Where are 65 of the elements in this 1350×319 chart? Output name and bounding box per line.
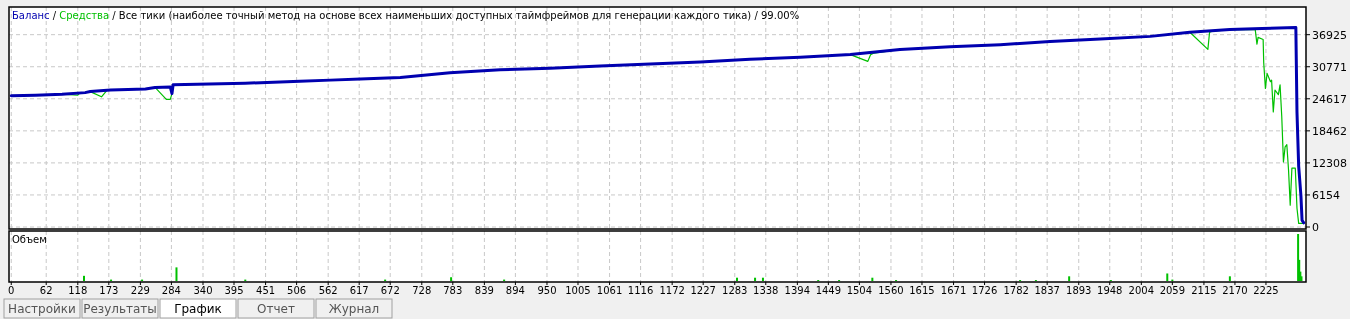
x-tick-label: 2115: [1191, 285, 1217, 296]
x-tick-label: 229: [130, 285, 150, 296]
x-tick-label: 1671: [940, 285, 967, 296]
x-tick-label: 617: [349, 285, 369, 296]
x-tick-label: 1948: [1097, 285, 1123, 296]
annotation: /: [109, 10, 119, 21]
y-tick-label: 36925: [1312, 28, 1347, 42]
x-tick-label: 1504: [846, 285, 873, 296]
x-tick-label: 1893: [1066, 285, 1092, 296]
y-tick-label: 6154: [1312, 188, 1340, 202]
x-tick-label: 1338: [753, 285, 779, 296]
x-tick-label: 451: [256, 285, 276, 296]
x-tick-label: 1782: [1003, 285, 1029, 296]
bar: [175, 267, 178, 281]
x-tick-label: 62: [39, 285, 53, 296]
x-tick-label: 1837: [1034, 285, 1060, 296]
x-tick-label: 672: [380, 285, 400, 296]
x-tick-label: 118: [68, 285, 88, 296]
x-tick-label: 562: [318, 285, 338, 296]
text: График: [174, 302, 222, 316]
text: Средства: [59, 10, 110, 21]
y-tick-label: 18462: [1312, 124, 1347, 138]
x-tick-label: 1283: [722, 285, 748, 296]
text: Настройки: [8, 302, 76, 316]
chart-title: Все тики (наиболее точный метод на основе всех наименьших доступных таймфреймов для генерации каждого тика) / 99.00%: [118, 10, 800, 21]
x-tick-label: 1005: [565, 285, 591, 296]
x-tick-label: 1726: [971, 285, 998, 296]
bar: [1166, 273, 1169, 281]
x-tick-label: 2225: [1253, 285, 1279, 296]
x-tick-label: 395: [224, 285, 244, 296]
x-tick-label: 284: [161, 285, 181, 296]
x-tick-label: 1560: [878, 285, 904, 296]
bar: [1228, 276, 1231, 281]
y-tick-label: 24617: [1312, 92, 1347, 106]
y-tick-label: 0: [1312, 220, 1319, 234]
x-tick-label: 950: [537, 285, 557, 296]
annotation: /: [49, 10, 60, 21]
x-tick-label: 839: [474, 285, 494, 296]
y-tick-label: 30771: [1312, 60, 1347, 74]
x-tick-label: 1449: [815, 285, 842, 296]
bar: [450, 277, 453, 281]
chart-title: Объем: [12, 234, 47, 245]
text: Отчет: [257, 302, 295, 316]
y-tick-label: 12308: [1312, 156, 1347, 170]
x-tick-label: 1615: [909, 285, 935, 296]
x-tick-label: 340: [193, 285, 213, 296]
x-tick-label: 2004: [1128, 285, 1155, 296]
bar: [1068, 276, 1071, 281]
x-tick-label: 783: [443, 285, 463, 296]
x-tick-label: 0: [8, 285, 15, 296]
x-tick-label: 2059: [1159, 285, 1186, 296]
text: Баланс: [12, 10, 50, 21]
x-tick-label: 1227: [690, 285, 716, 296]
x-tick-label: 1116: [627, 285, 654, 296]
bar: [83, 275, 85, 281]
x-tick-label: 506: [287, 285, 307, 296]
text: Журнал: [328, 302, 380, 316]
x-tick-label: 894: [505, 285, 525, 296]
x-tick-label: 2170: [1222, 285, 1248, 296]
text: Результаты: [83, 302, 157, 316]
x-tick-label: 1394: [784, 285, 811, 296]
x-tick-label: 728: [412, 285, 432, 296]
x-tick-label: 1172: [659, 285, 685, 296]
x-tick-label: 173: [99, 285, 119, 296]
x-tick-label: 1061: [596, 285, 623, 296]
